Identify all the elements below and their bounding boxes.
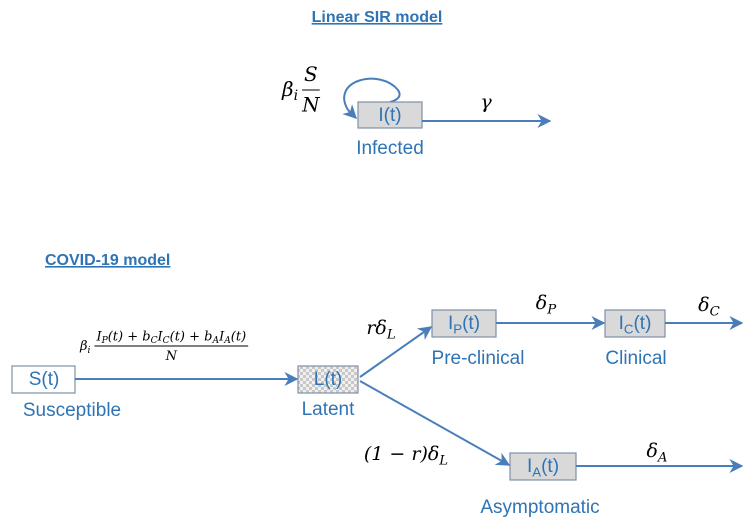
sir-title: Linear SIR model (312, 9, 443, 26)
text-part: (t) (462, 313, 480, 334)
subscript: P (453, 321, 462, 336)
text-part: (t) (231, 329, 246, 344)
node-label: I(t) (378, 105, 401, 126)
text-part: rδ (366, 317, 387, 339)
text-part: I (619, 313, 624, 334)
denominator: N (165, 349, 178, 364)
text-part: (t) (41, 369, 59, 390)
rate-label: δA (646, 440, 667, 465)
subscript: A (656, 450, 668, 465)
text-part: β (79, 339, 88, 354)
rate-label: rδL (366, 317, 396, 342)
rate-label: δC (698, 294, 720, 319)
self-loop (343, 77, 401, 111)
subscript: A (223, 336, 231, 346)
self-loop-head (342, 104, 357, 119)
text-part: I (218, 329, 225, 344)
subscript: C (163, 336, 170, 346)
node-caption: Pre-clinical (432, 348, 525, 369)
rate-label: (1 − r)δL (364, 443, 448, 468)
text-part: δ (536, 292, 547, 314)
subscript: i (294, 88, 298, 104)
text-part: β (281, 77, 294, 101)
text-part: (t) + b (108, 329, 151, 344)
text-part: I (95, 329, 102, 344)
text-part: I (378, 105, 383, 126)
numerator: IP(t) + bCIC(t) + bAIA(t) (95, 329, 246, 346)
covid-title: COVID-19 model (45, 252, 170, 269)
node-box (431, 309, 497, 338)
text-part: S (304, 62, 318, 86)
text-part: (1 − r)δ (364, 443, 439, 465)
text-part: S (29, 369, 42, 390)
rate-label: γ (480, 91, 492, 113)
numerator: S (304, 62, 318, 86)
node-caption: Clinical (605, 348, 666, 369)
text-part: δ (698, 294, 709, 316)
node-caption: Susceptible (23, 400, 121, 421)
subscript: C (710, 304, 720, 319)
node-label: S(t) (29, 369, 60, 390)
node-label: IP(t) (448, 313, 480, 336)
subscript: C (151, 336, 158, 346)
text-part: δ (646, 440, 657, 462)
text-part: (t) (324, 369, 342, 390)
text-part: I (448, 313, 453, 334)
rate-label: δP (536, 292, 557, 317)
subscript: C (624, 321, 634, 336)
subscript: L (438, 453, 448, 468)
subscript: P (546, 302, 557, 317)
denominator: N (301, 93, 321, 117)
rate-symbol: βi (281, 77, 298, 105)
arrow (359, 380, 511, 466)
text-part: (t) (384, 105, 402, 126)
rate-symbol: βi (79, 339, 91, 356)
arrow (359, 326, 433, 378)
text-part: (t) + b (170, 329, 213, 344)
node-label: IC(t) (619, 313, 652, 336)
text-part: (t) (541, 456, 559, 477)
text-part: I (527, 456, 532, 477)
node-caption: Latent (302, 399, 356, 420)
text-part: L (314, 369, 325, 390)
subscript: A (212, 336, 220, 346)
node-label: L(t) (314, 369, 343, 390)
node-box (357, 101, 423, 129)
node-label: IA(t) (527, 456, 559, 479)
text-part: (t) (633, 313, 651, 334)
subscript: L (386, 327, 396, 342)
text-part: γ (480, 91, 492, 113)
node-caption: Asymptomatic (480, 497, 599, 518)
node-box (509, 452, 577, 481)
subscript: i (88, 345, 91, 355)
text-part: I (157, 329, 164, 344)
subscript: A (532, 464, 541, 479)
node-caption: Infected (356, 138, 424, 159)
subscript: P (101, 336, 109, 346)
